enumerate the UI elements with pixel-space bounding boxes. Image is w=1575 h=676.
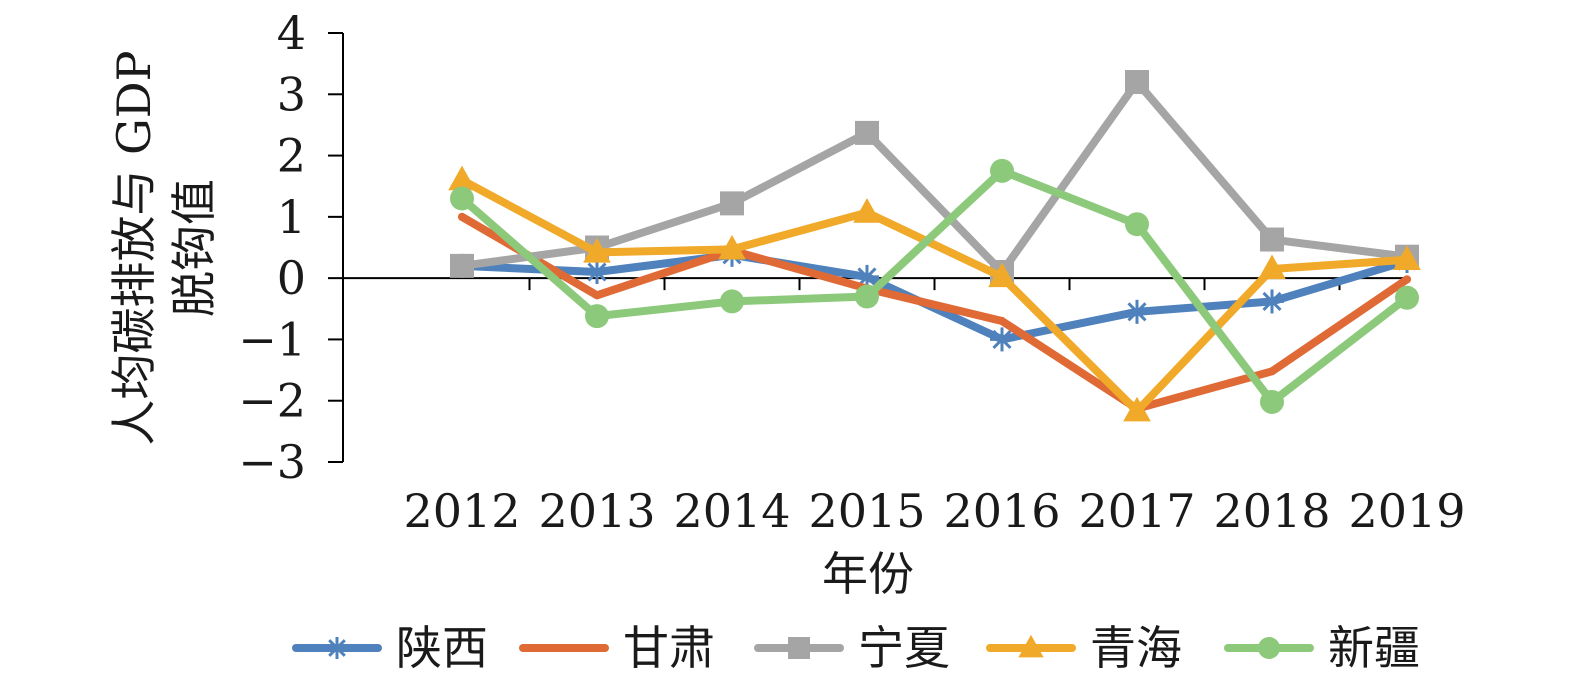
data-point	[593, 291, 601, 300]
data-point	[450, 186, 474, 211]
axes	[342, 33, 1405, 462]
y-axis-title-line: 脱钩值	[167, 179, 221, 317]
legend-label: 新疆	[1328, 621, 1420, 675]
data-point	[855, 120, 879, 145]
y-tick-label: 3	[277, 67, 306, 121]
data-point	[458, 212, 466, 221]
data-point	[1403, 275, 1411, 284]
y-tick-label: 0	[277, 251, 306, 305]
data-point	[1258, 254, 1286, 280]
series-5	[450, 158, 1419, 414]
legend-marker	[1258, 637, 1280, 659]
data-point	[1260, 289, 1284, 314]
y-tick-label: −2	[238, 374, 306, 428]
data-point	[720, 191, 744, 216]
data-point	[998, 317, 1006, 326]
legend: 陕西 甘肃 宁夏 青海 新疆	[292, 621, 1420, 675]
legend-marker	[788, 637, 810, 659]
x-tick-label: 2013	[538, 484, 655, 538]
x-tick-label: 2016	[943, 484, 1060, 538]
data-point	[585, 260, 609, 285]
data-point	[1260, 389, 1284, 414]
y-tick-label: −1	[238, 312, 306, 366]
legend-label: 陕西	[396, 621, 488, 675]
y-axis-title-line: 人均碳排放与 GDP	[107, 50, 161, 445]
x-axis-title: 年份	[822, 547, 914, 601]
x-tick-label: 2019	[1348, 484, 1465, 538]
x-tick-label: 2018	[1213, 484, 1330, 538]
data-point	[583, 238, 611, 263]
series-layer	[448, 70, 1421, 422]
data-point	[1125, 212, 1149, 237]
legend-item: 陕西	[292, 621, 488, 675]
legend-marker	[326, 637, 348, 659]
y-tick-label: −3	[238, 435, 306, 489]
y-axis-ticks: 4 3 2 1 0 −1 −2 −3	[238, 6, 343, 489]
data-point	[988, 262, 1016, 288]
x-tick-label: 2015	[808, 484, 925, 538]
data-point	[585, 304, 609, 329]
y-axis-title: 人均碳排放与 GDP 脱钩值	[107, 50, 221, 445]
x-tick-label: 2014	[673, 484, 790, 538]
data-point	[855, 284, 879, 309]
data-point	[720, 289, 744, 314]
legend-item: 青海	[986, 621, 1182, 675]
data-point	[450, 253, 474, 278]
x-tick-label: 2012	[403, 484, 520, 538]
series-line	[458, 78, 1411, 277]
legend-marker	[1018, 634, 1044, 658]
data-point	[1395, 285, 1419, 310]
y-tick-label: 2	[277, 129, 306, 183]
y-tick-label: 1	[277, 190, 306, 244]
x-axis-ticks: 2012 2013 2014 2015 2016 2017 2018 2019	[403, 278, 1466, 538]
data-point	[990, 158, 1014, 183]
x-tick-label: 2017	[1078, 484, 1195, 538]
data-point	[1125, 299, 1149, 324]
series-line	[458, 176, 1411, 416]
data-point	[1393, 245, 1421, 270]
series-4	[448, 165, 1421, 422]
legend-item: 宁夏	[754, 621, 950, 675]
data-point	[1260, 227, 1284, 252]
data-point	[1123, 396, 1151, 422]
data-point	[448, 165, 476, 191]
legend-item: 新疆	[1224, 621, 1420, 675]
data-point	[990, 327, 1014, 352]
data-point	[1268, 367, 1276, 376]
legend-label: 青海	[1090, 621, 1182, 675]
data-point	[1125, 70, 1149, 95]
y-tick-label: 4	[277, 6, 306, 60]
legend-label: 甘肃	[623, 621, 715, 675]
series-line	[458, 166, 1411, 406]
legend-label: 宁夏	[858, 621, 950, 675]
legend-item: 甘肃	[519, 621, 715, 675]
data-point	[853, 198, 881, 223]
data-point	[718, 234, 746, 260]
